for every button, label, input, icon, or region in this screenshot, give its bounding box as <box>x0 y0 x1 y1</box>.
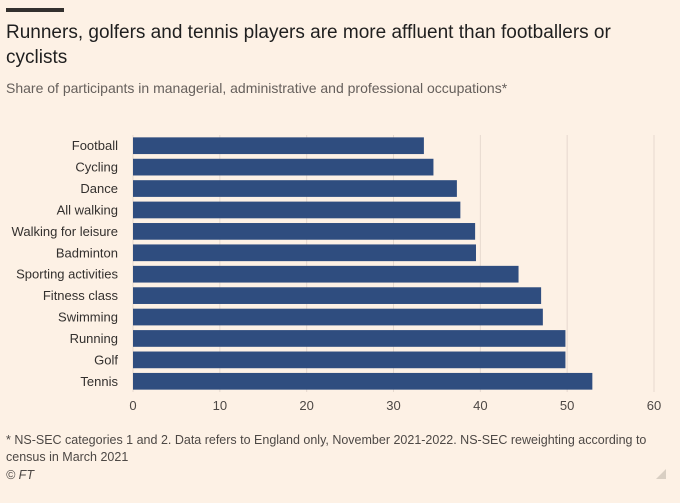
bar <box>133 137 424 155</box>
category-label: Swimming <box>58 310 118 325</box>
bar <box>133 158 434 176</box>
x-tick-label: 30 <box>386 398 400 413</box>
category-label: Dance <box>80 181 118 196</box>
category-label: Sporting activities <box>16 267 118 282</box>
x-tick-label: 10 <box>213 398 227 413</box>
bar <box>133 201 461 219</box>
bar <box>133 372 593 390</box>
category-label: Tennis <box>80 374 118 389</box>
bar <box>133 265 519 283</box>
source-credit: © FT <box>6 468 34 482</box>
gridlines <box>132 135 655 392</box>
bar <box>133 351 566 369</box>
resize-grip-icon[interactable] <box>656 469 666 479</box>
bar <box>133 287 542 304</box>
category-label: Football <box>72 138 118 153</box>
category-label: All walking <box>57 202 118 217</box>
bars <box>133 137 593 390</box>
category-label: Golf <box>94 352 118 367</box>
chart-title: Runners, golfers and tennis players are … <box>6 22 611 68</box>
category-labels: Football Cycling Dance All walking Walking f… <box>12 138 119 389</box>
bar <box>133 180 457 197</box>
bar <box>133 244 476 262</box>
category-label: Running <box>70 331 118 346</box>
category-label: Fitness class <box>43 288 119 303</box>
category-label: Walking for leisure <box>12 224 118 239</box>
chart-subtitle: Share of participants in managerial, adm… <box>6 80 508 96</box>
x-tick-label: 50 <box>560 398 574 413</box>
bar <box>133 223 476 240</box>
x-tick-label: 20 <box>299 398 313 413</box>
category-label: Badminton <box>56 245 118 260</box>
x-tick-label: 0 <box>129 398 136 413</box>
category-label: Cycling <box>75 160 118 175</box>
bar <box>133 308 543 326</box>
x-tick-label: 60 <box>647 398 661 413</box>
x-axis-ticks: 0 10 20 30 40 50 60 <box>129 398 661 413</box>
top-rule <box>6 8 64 12</box>
footnote: * NS-SEC categories 1 and 2. Data refers… <box>6 433 647 464</box>
x-tick-label: 40 <box>473 398 487 413</box>
bar <box>133 330 566 347</box>
